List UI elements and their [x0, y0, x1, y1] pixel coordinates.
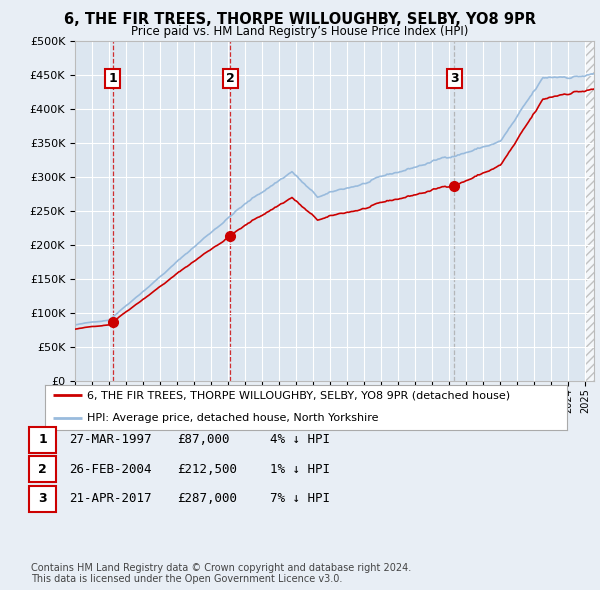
Text: 1: 1: [109, 72, 118, 85]
Text: 1: 1: [38, 433, 47, 446]
Text: 27-MAR-1997: 27-MAR-1997: [69, 433, 151, 446]
Text: This data is licensed under the Open Government Licence v3.0.: This data is licensed under the Open Gov…: [31, 574, 343, 584]
Text: £287,000: £287,000: [177, 492, 237, 505]
Text: 7% ↓ HPI: 7% ↓ HPI: [270, 492, 330, 505]
Text: 4% ↓ HPI: 4% ↓ HPI: [270, 433, 330, 446]
Text: Contains HM Land Registry data © Crown copyright and database right 2024.: Contains HM Land Registry data © Crown c…: [31, 563, 412, 573]
Text: 21-APR-2017: 21-APR-2017: [69, 492, 151, 505]
Text: £212,500: £212,500: [177, 463, 237, 476]
Text: 2: 2: [38, 463, 47, 476]
Text: 3: 3: [38, 492, 47, 505]
Text: 6, THE FIR TREES, THORPE WILLOUGHBY, SELBY, YO8 9PR (detached house): 6, THE FIR TREES, THORPE WILLOUGHBY, SEL…: [87, 390, 510, 400]
Text: £87,000: £87,000: [177, 433, 229, 446]
Text: 3: 3: [450, 72, 459, 85]
Text: HPI: Average price, detached house, North Yorkshire: HPI: Average price, detached house, Nort…: [87, 414, 378, 424]
Text: Price paid vs. HM Land Registry’s House Price Index (HPI): Price paid vs. HM Land Registry’s House …: [131, 25, 469, 38]
Text: 2: 2: [226, 72, 235, 85]
Text: 1% ↓ HPI: 1% ↓ HPI: [270, 463, 330, 476]
Text: 6, THE FIR TREES, THORPE WILLOUGHBY, SELBY, YO8 9PR: 6, THE FIR TREES, THORPE WILLOUGHBY, SEL…: [64, 12, 536, 27]
Text: 26-FEB-2004: 26-FEB-2004: [69, 463, 151, 476]
